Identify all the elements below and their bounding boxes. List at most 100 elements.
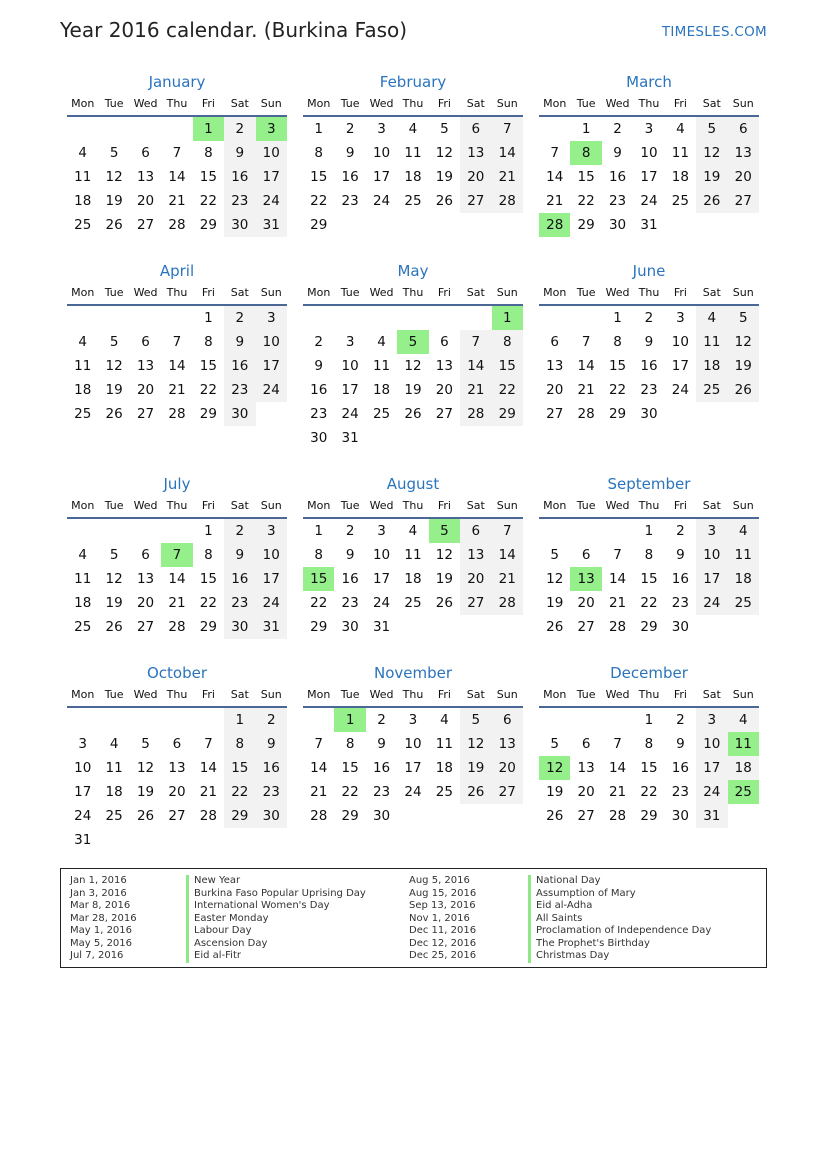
weekday-label: Tue (576, 97, 596, 110)
day-cell: 14 (460, 354, 492, 378)
day-cell: 20 (136, 193, 155, 209)
day-cell: 17 (372, 571, 391, 587)
month-title: September (607, 475, 691, 493)
weekday-label: Sat (702, 97, 721, 110)
holiday-day-cell: 3 (255, 117, 287, 141)
empty-cell (728, 804, 759, 828)
day-cell: 11 (404, 547, 422, 563)
weekday-header: Mon Tue Wed Thu Fri Sat Sun (539, 684, 759, 708)
day-cell: 18 (74, 382, 92, 398)
brand-link[interactable]: TIMESLES.COM (661, 24, 767, 40)
day-cell: 11 (74, 358, 92, 374)
holiday-day-cell: 11 (727, 732, 759, 756)
day-cell: 18 (404, 169, 422, 185)
day-cell: 19 (727, 354, 759, 378)
day-cell: 13 (136, 571, 155, 587)
day-cell: 26 (435, 595, 453, 611)
holiday-day-cell: 5 (397, 330, 429, 354)
day-cell: 4 (78, 334, 87, 350)
weekday-label: Thu (402, 688, 424, 701)
day-cell: 10 (671, 334, 689, 350)
empty-cell (696, 615, 727, 639)
day-cell: 22 (199, 193, 217, 209)
weekday-label: Tue (104, 499, 124, 512)
day-cell: 28 (608, 808, 627, 824)
weekday-label: Wed (369, 286, 394, 299)
week-row: 28 29 30 31 (539, 213, 759, 237)
week-row: 25 26 27 28 29 30 31 (67, 615, 287, 639)
weekday-label: Fri (437, 286, 451, 299)
day-cell: 8 (644, 547, 654, 563)
day-cell: 18 (727, 567, 759, 591)
day-cell: 27 (168, 808, 186, 824)
week-row: 31 (67, 828, 287, 852)
week-row: 11 12 13 14 15 16 17 (67, 165, 287, 189)
weekday-label: Wed (605, 499, 630, 512)
holiday-name: Christmas Day (528, 950, 711, 963)
day-cell: 23 (255, 780, 287, 804)
weekday-label: Sat (702, 499, 721, 512)
weekday-label: Tue (104, 97, 124, 110)
day-cell: 8 (314, 145, 323, 161)
week-row: 14 15 16 17 18 19 20 (539, 165, 759, 189)
empty-cell (161, 306, 192, 330)
day-cell: 10 (640, 145, 658, 161)
legend-names-column: National Day Assumption of Mary Eid al-Adh… (528, 875, 711, 963)
weekday-label: Fri (201, 688, 215, 701)
day-cell: 31 (696, 804, 728, 828)
empty-cell (334, 306, 365, 330)
weekday-label: Sun (732, 688, 754, 701)
day-cell: 19 (460, 756, 492, 780)
day-cell: 28 (199, 808, 217, 824)
weekday-header: Mon Tue Wed Thu Fri Sat Sun (67, 93, 287, 117)
weekday-label: Thu (638, 97, 660, 110)
month-row: April Mon Tue Wed Thu Fri Sat Sun 1 2 3 4 5 6 7 8 9 10 11 1… (67, 260, 759, 450)
weekday-label: Wed (605, 688, 630, 701)
day-cell: 5 (141, 736, 150, 752)
day-cell: 11 (74, 571, 92, 587)
weekday-label: Tue (340, 97, 360, 110)
day-cell: 5 (109, 334, 119, 350)
weekday-label: Wed (133, 286, 158, 299)
day-cell: 1 (204, 523, 213, 539)
day-cell: 3 (408, 712, 418, 728)
day-cell: 21 (608, 595, 627, 611)
week-row: 21 22 23 24 25 26 27 (539, 189, 759, 213)
holiday-name: Labour Day (186, 925, 366, 938)
empty-cell (728, 402, 759, 426)
weekday-label: Sun (732, 97, 754, 110)
day-cell: 22 (199, 382, 217, 398)
month-july: July Mon Tue Wed Thu Fri Sat Sun 1 2 3 4 5 6 7 8 9 10 11 12… (67, 473, 287, 639)
holiday-day-cell: 25 (727, 780, 759, 804)
day-cell: 16 (640, 358, 658, 374)
week-row: 25 26 27 28 29 30 (67, 402, 287, 426)
day-cell: 15 (341, 760, 359, 776)
day-cell: 20 (460, 165, 492, 189)
weekday-header: Mon Tue Wed Thu Fri Sat Sun (303, 684, 523, 708)
day-cell: 15 (199, 571, 217, 587)
day-cell: 9 (255, 732, 287, 756)
day-cell: 19 (546, 595, 564, 611)
month-october: October Mon Tue Wed Thu Fri Sat Sun 1 2 3 4 5 6 7 8 9 10 1… (67, 662, 287, 852)
weekday-label: Thu (402, 97, 424, 110)
day-cell: 4 (727, 708, 759, 732)
day-cell: 21 (608, 784, 627, 800)
day-cell: 30 (310, 430, 328, 446)
weekday-label: Wed (133, 499, 158, 512)
weekday-label: Sat (230, 97, 249, 110)
weekday-label: Sun (496, 499, 518, 512)
day-cell: 17 (372, 169, 391, 185)
day-cell: 25 (696, 378, 728, 402)
day-cell: 20 (136, 595, 155, 611)
day-cell: 30 (255, 804, 287, 828)
day-cell: 3 (255, 519, 287, 543)
day-cell: 10 (696, 543, 728, 567)
weekday-label: Mon (71, 499, 95, 512)
weekday-label: Thu (402, 499, 424, 512)
day-cell: 9 (345, 145, 355, 161)
weekday-label: Fri (673, 499, 687, 512)
day-cell: 12 (460, 732, 492, 756)
day-cell: 11 (404, 145, 422, 161)
